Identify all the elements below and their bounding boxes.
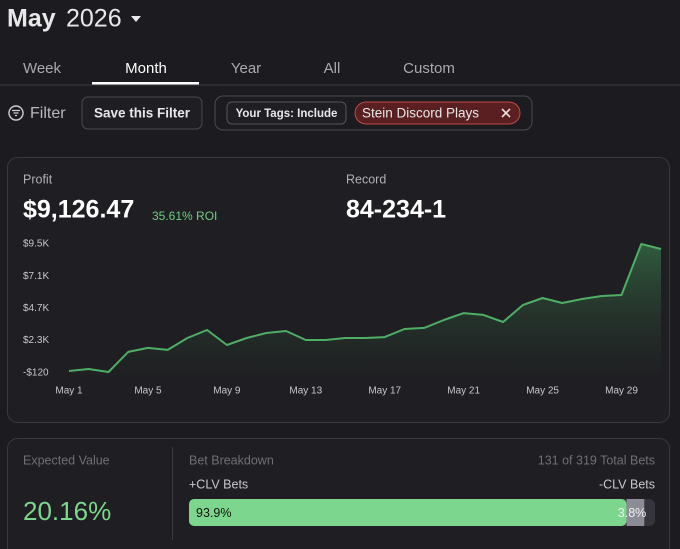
record-value: 84-234-1: [346, 196, 446, 224]
x-tick-label: May 13: [289, 386, 322, 397]
chip: [354, 101, 521, 125]
tab[interactable]: Custom: [403, 60, 455, 77]
breakdown-segment: [189, 499, 627, 526]
tab[interactable]: Month: [125, 60, 167, 77]
ev-label: Expected Value: [23, 453, 110, 467]
y-tick-label: $7.1K: [23, 271, 49, 282]
month-picker[interactable]: May 2026: [7, 5, 141, 33]
y-tick-label: -$120: [23, 368, 49, 379]
segment-label: 3.8%: [618, 506, 647, 520]
save-filter-button[interactable]: Save this Filter: [81, 96, 203, 130]
breakdown-title: Bet Breakdown: [189, 453, 274, 467]
breakdown-segment: [626, 499, 645, 526]
y-tick-label: $2.3K: [23, 335, 49, 346]
button-label: Save this Filter: [94, 106, 191, 121]
tag-chip[interactable]: Stein Discord Plays: [354, 101, 521, 125]
tabs: Week Month Year All Custom: [23, 60, 455, 85]
tag-label: Stein Discord Plays: [362, 106, 479, 121]
clv-minus-label: -CLV Bets: [599, 477, 655, 491]
x-tick-label: May 17: [368, 386, 401, 397]
caret: [131, 16, 141, 22]
x-tick-label: May 29: [605, 386, 638, 397]
x-tick-label: May 5: [134, 386, 162, 397]
x-tick-label: May 21: [447, 386, 480, 397]
profit-label: Profit: [23, 172, 53, 186]
remove-icon[interactable]: [501, 108, 511, 118]
chip: [226, 101, 347, 125]
ev-value: 20.16%: [23, 496, 111, 526]
tags-label: Your Tags: Include: [236, 108, 338, 120]
area: [69, 244, 661, 375]
x-tick-label: May 9: [213, 386, 241, 397]
tab[interactable]: All: [324, 60, 341, 77]
button-frame: [81, 96, 203, 130]
month: May: [7, 5, 56, 33]
filter-toggle[interactable]: Filter: [8, 105, 66, 122]
tab[interactable]: Year: [231, 60, 261, 77]
profit-value: $9,126.47: [23, 196, 134, 224]
profit-chart: $9.5K $7.1K $4.7K $2.3K -$120 May 1 May 5 May 9…: [23, 239, 662, 397]
tab[interactable]: Week: [23, 60, 62, 77]
line: [68, 243, 662, 373]
breakdown-bar: 93.9% 3.8%: [189, 499, 646, 526]
filter-label: Filter: [30, 105, 66, 122]
clv-plus-label: +CLV Bets: [189, 477, 248, 491]
segment-label: 93.9%: [196, 506, 231, 520]
x-tick-label: May 1: [55, 386, 83, 397]
roi: 35.61% ROI: [152, 209, 217, 223]
y-tick-label: $9.5K: [23, 239, 49, 250]
filter-icon: [8, 105, 24, 121]
breakdown-total: 131 of 319 Total Bets: [538, 453, 655, 467]
year: 2026: [66, 5, 122, 33]
tags-box: [214, 95, 533, 131]
record-label: Record: [346, 172, 386, 186]
tab-underline: [92, 82, 199, 85]
tags-mode[interactable]: Your Tags: Include: [226, 101, 347, 125]
x-tick-label: May 25: [526, 386, 559, 397]
y-tick-label: $4.7K: [23, 303, 49, 314]
filter-icon-lines: [12, 109, 20, 117]
